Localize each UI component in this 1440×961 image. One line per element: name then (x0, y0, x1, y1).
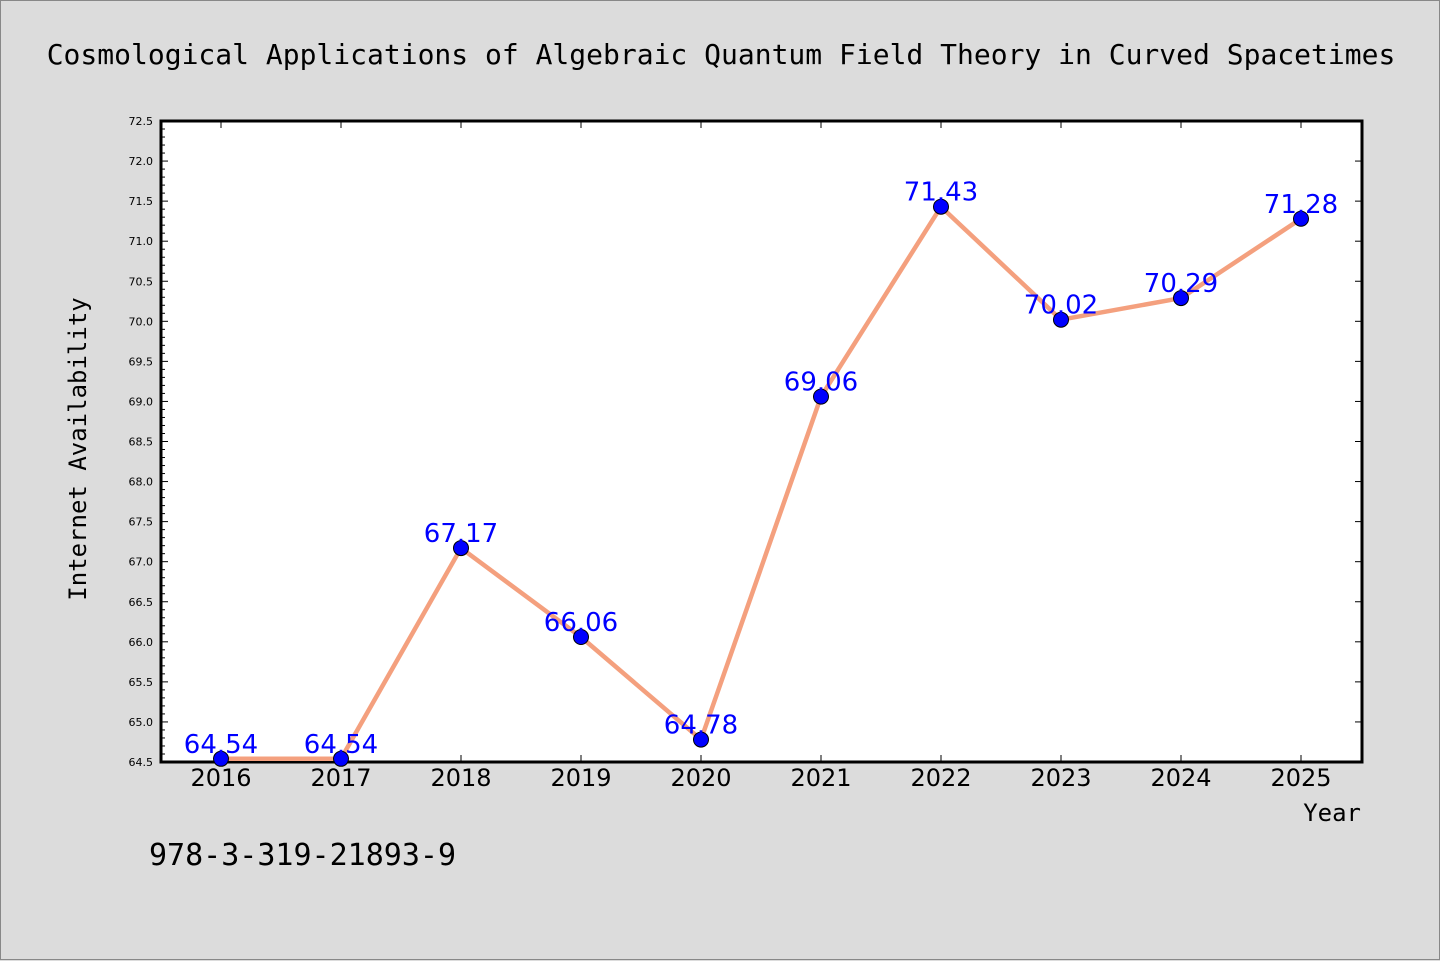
data-point (213, 750, 229, 767)
data-label: 64.54 (184, 730, 258, 760)
y-tick-label: 69.0 (129, 395, 154, 408)
y-tick-label: 65.5 (129, 676, 154, 689)
data-point (333, 750, 349, 767)
y-tick-label: 65.0 (129, 716, 154, 729)
data-point (693, 731, 709, 748)
y-tick-label: 70.5 (129, 275, 154, 288)
plot-area (159, 119, 1364, 764)
data-label: 71.43 (904, 178, 978, 208)
data-label: 70.29 (1144, 269, 1218, 299)
y-tick-label: 67.5 (129, 516, 154, 529)
x-axis-label: Year (1303, 799, 1361, 827)
data-label: 69.06 (784, 368, 858, 398)
data-label: 71.28 (1264, 190, 1338, 220)
data-label: 66.06 (544, 608, 618, 638)
isbn-footnote: 978-3-319-21893-9 (149, 838, 456, 873)
data-point (1173, 290, 1189, 307)
y-tick-label: 66.0 (129, 636, 154, 649)
y-tick-label: 66.5 (129, 596, 154, 609)
series-line (218, 204, 1304, 762)
x-tick-label: 2023 (1030, 764, 1091, 792)
x-tick-label: 2017 (310, 764, 371, 792)
y-tick-labels: 64.5 65.0 65.5 66.0 66.5 67.0 67.5 68.0 68.5 69.0… (129, 115, 154, 769)
series-group (213, 198, 1309, 767)
y-tick-label: 68.0 (129, 476, 154, 489)
y-axis-label: Internet Availability (64, 297, 92, 600)
x-tick-label: 2019 (550, 764, 611, 792)
y-tick-label: 71.0 (129, 235, 154, 248)
data-point (1293, 210, 1309, 227)
data-point (573, 629, 589, 646)
y-tick-label: 72.5 (129, 115, 154, 128)
x-tick-label: 2022 (910, 764, 971, 792)
y-tick-label: 68.5 (129, 436, 154, 449)
x-tick-label: 2024 (1150, 764, 1211, 792)
y-tick-label: 64.5 (129, 756, 154, 769)
data-labels: 64.54 64.54 67.17 66.06 64.78 69.06 71.43 70.02… (184, 178, 1338, 760)
x-tick-label: 2021 (790, 764, 851, 792)
data-label: 64.54 (304, 730, 378, 760)
y-tick-label: 67.0 (129, 556, 154, 569)
chart-title: Cosmological Applications of Algebraic Q… (47, 38, 1396, 71)
y-tick-label: 69.5 (129, 355, 154, 368)
y-tick-label: 72.0 (129, 155, 154, 168)
x-tick-labels: 2016 2017 2018 2019 2020 2021 2022 2023 2024 2025 (190, 764, 1331, 792)
data-label: 64.78 (664, 711, 738, 741)
data-label: 70.02 (1024, 291, 1098, 321)
x-tick-label: 2016 (190, 764, 251, 792)
x-tick-label: 2025 (1270, 764, 1331, 792)
data-label: 67.17 (424, 519, 498, 549)
x-tick-label: 2020 (670, 764, 731, 792)
data-point (1053, 311, 1069, 328)
y-tick-label: 71.5 (129, 195, 154, 208)
y-tick-label: 70.0 (129, 315, 154, 328)
data-point (813, 388, 829, 405)
x-tick-label: 2018 (430, 764, 491, 792)
data-point (933, 198, 949, 215)
data-point (453, 540, 469, 557)
axis-ticks (161, 120, 1362, 763)
